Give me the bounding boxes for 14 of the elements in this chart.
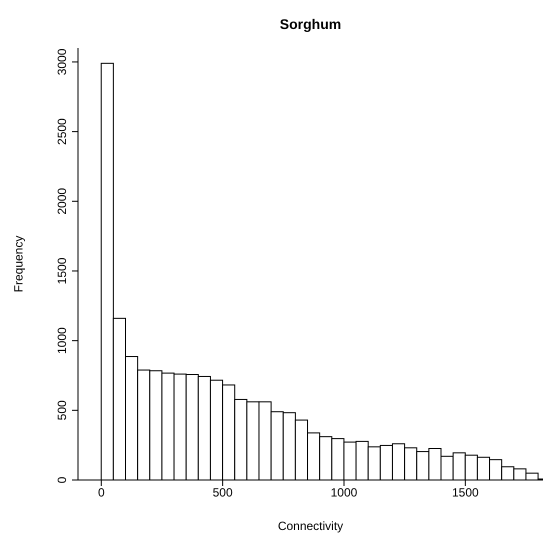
y-tick-label: 1500 bbox=[55, 257, 69, 284]
y-tick-label: 0 bbox=[55, 476, 69, 484]
y-tick-label: 2500 bbox=[55, 118, 69, 145]
x-tick-label: 1500 bbox=[452, 486, 480, 500]
chart-title: Sorghum bbox=[278, 16, 342, 32]
y-tick-label: 2000 bbox=[55, 188, 69, 215]
x-tick-label: 0 bbox=[98, 486, 105, 500]
y-tick-label: 3000 bbox=[55, 48, 69, 76]
x-tick-label: 1000 bbox=[330, 486, 358, 500]
x-tick-label: 500 bbox=[212, 486, 233, 500]
y-tick-label: 500 bbox=[55, 400, 69, 420]
y-axis-title: Frequency bbox=[11, 236, 26, 292]
y-tick-label: 1000 bbox=[55, 326, 69, 354]
x-axis-title: Connectivity bbox=[278, 519, 344, 533]
